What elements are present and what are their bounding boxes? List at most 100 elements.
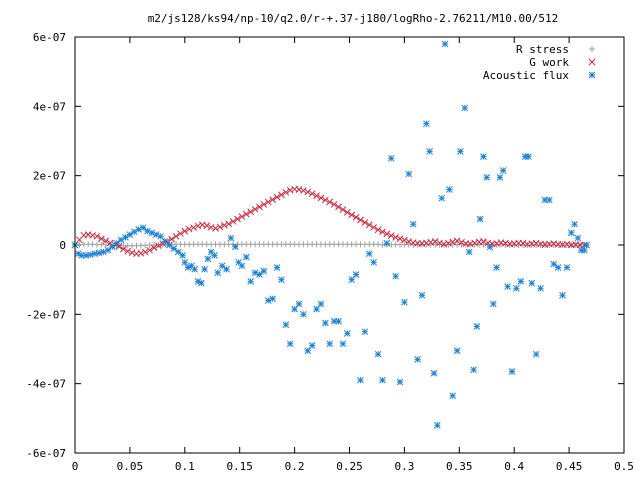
- series-layer: [71, 40, 591, 429]
- data-point: [374, 350, 382, 358]
- x-tick-label: 0.4: [504, 460, 524, 473]
- x-tick-label: 0.35: [446, 460, 473, 473]
- data-point: [256, 203, 263, 211]
- data-point: [170, 245, 178, 252]
- data-point: [256, 271, 263, 278]
- data-point: [361, 328, 369, 336]
- data-point: [278, 276, 285, 284]
- y-tick-label: 0: [59, 239, 66, 252]
- data-point: [269, 295, 276, 303]
- data-point: [174, 248, 182, 256]
- data-point: [343, 330, 351, 337]
- data-point: [326, 198, 334, 206]
- x-tick-label: 0.1: [175, 460, 195, 473]
- data-point: [357, 376, 364, 384]
- data-point: [321, 319, 329, 327]
- data-point: [550, 260, 558, 268]
- data-point: [532, 350, 540, 358]
- data-point: [458, 238, 465, 246]
- data-point: [146, 246, 154, 254]
- data-point: [401, 236, 408, 244]
- data-point: [436, 239, 443, 247]
- data-point: [409, 220, 417, 228]
- data-point: [204, 255, 212, 263]
- x-tick-label: 0: [72, 460, 79, 473]
- data-point: [242, 210, 250, 218]
- data-point: [493, 264, 500, 271]
- data-point: [446, 186, 453, 193]
- x-tick-label: 0.25: [336, 460, 363, 473]
- y-tick-label: -6e-07: [26, 447, 66, 460]
- data-point: [185, 225, 193, 233]
- data-point: [177, 230, 184, 237]
- data-point: [504, 283, 511, 290]
- data-point: [273, 264, 281, 271]
- data-point: [308, 342, 316, 349]
- data-point: [357, 216, 364, 224]
- data-point: [286, 340, 294, 348]
- data-point: [348, 276, 356, 284]
- series-g-work: [71, 185, 588, 258]
- data-point: [251, 205, 259, 213]
- legend-label: G work: [529, 56, 569, 69]
- y-tick-label: -4e-07: [26, 378, 66, 391]
- data-point: [300, 187, 307, 194]
- y-tick-label: 6e-07: [33, 31, 66, 44]
- data-point: [141, 248, 149, 256]
- data-point: [405, 170, 413, 178]
- data-point: [291, 305, 298, 313]
- data-point: [161, 238, 169, 245]
- y-tick-label: 2e-07: [33, 170, 66, 183]
- data-point: [317, 300, 325, 308]
- data-point: [513, 284, 520, 292]
- data-point: [517, 278, 525, 285]
- legend-label: Acoustic flux: [483, 69, 569, 82]
- data-point: [374, 226, 382, 234]
- data-point: [179, 252, 186, 259]
- data-point: [339, 340, 347, 348]
- data-point: [489, 300, 497, 308]
- data-point: [465, 248, 473, 256]
- x-tick-label: 0.5: [614, 460, 634, 473]
- data-point: [563, 264, 571, 271]
- data-point: [97, 235, 105, 243]
- data-point: [168, 235, 175, 243]
- data-point: [392, 234, 399, 241]
- data-point: [126, 231, 134, 238]
- data-point: [238, 213, 246, 220]
- data-point: [238, 262, 246, 270]
- data-point: [401, 298, 408, 306]
- data-point: [260, 267, 268, 275]
- legend-marker: [589, 46, 595, 52]
- data-point: [87, 251, 94, 259]
- axes: 0 0.05 0.1 0.15 0.2 0.25 0.3 0.35 0.4 0.45 0.5 -6e-…: [26, 31, 634, 473]
- data-point: [218, 262, 226, 270]
- x-tick-label: 0.15: [226, 460, 253, 473]
- data-point: [166, 241, 173, 249]
- data-point: [214, 269, 222, 277]
- y-tick-label: 4e-07: [33, 100, 66, 113]
- data-point: [343, 209, 351, 216]
- data-point: [453, 237, 461, 245]
- data-point: [269, 196, 276, 203]
- data-point: [308, 190, 316, 198]
- data-point: [181, 227, 189, 235]
- data-point: [242, 253, 250, 261]
- data-point: [148, 229, 156, 237]
- data-point: [470, 366, 477, 374]
- data-point: [352, 271, 360, 278]
- data-point: [295, 300, 303, 308]
- data-point: [211, 252, 218, 259]
- data-point: [191, 265, 199, 273]
- data-point: [483, 174, 491, 181]
- data-point: [335, 317, 342, 325]
- data-point: [326, 340, 334, 348]
- data-point: [480, 238, 487, 245]
- y-tick-label: -2e-07: [26, 308, 66, 321]
- data-point: [431, 238, 439, 245]
- data-point: [581, 246, 588, 254]
- data-point: [348, 211, 356, 219]
- data-point: [387, 154, 395, 162]
- data-point: [387, 232, 395, 239]
- data-point: [104, 246, 112, 254]
